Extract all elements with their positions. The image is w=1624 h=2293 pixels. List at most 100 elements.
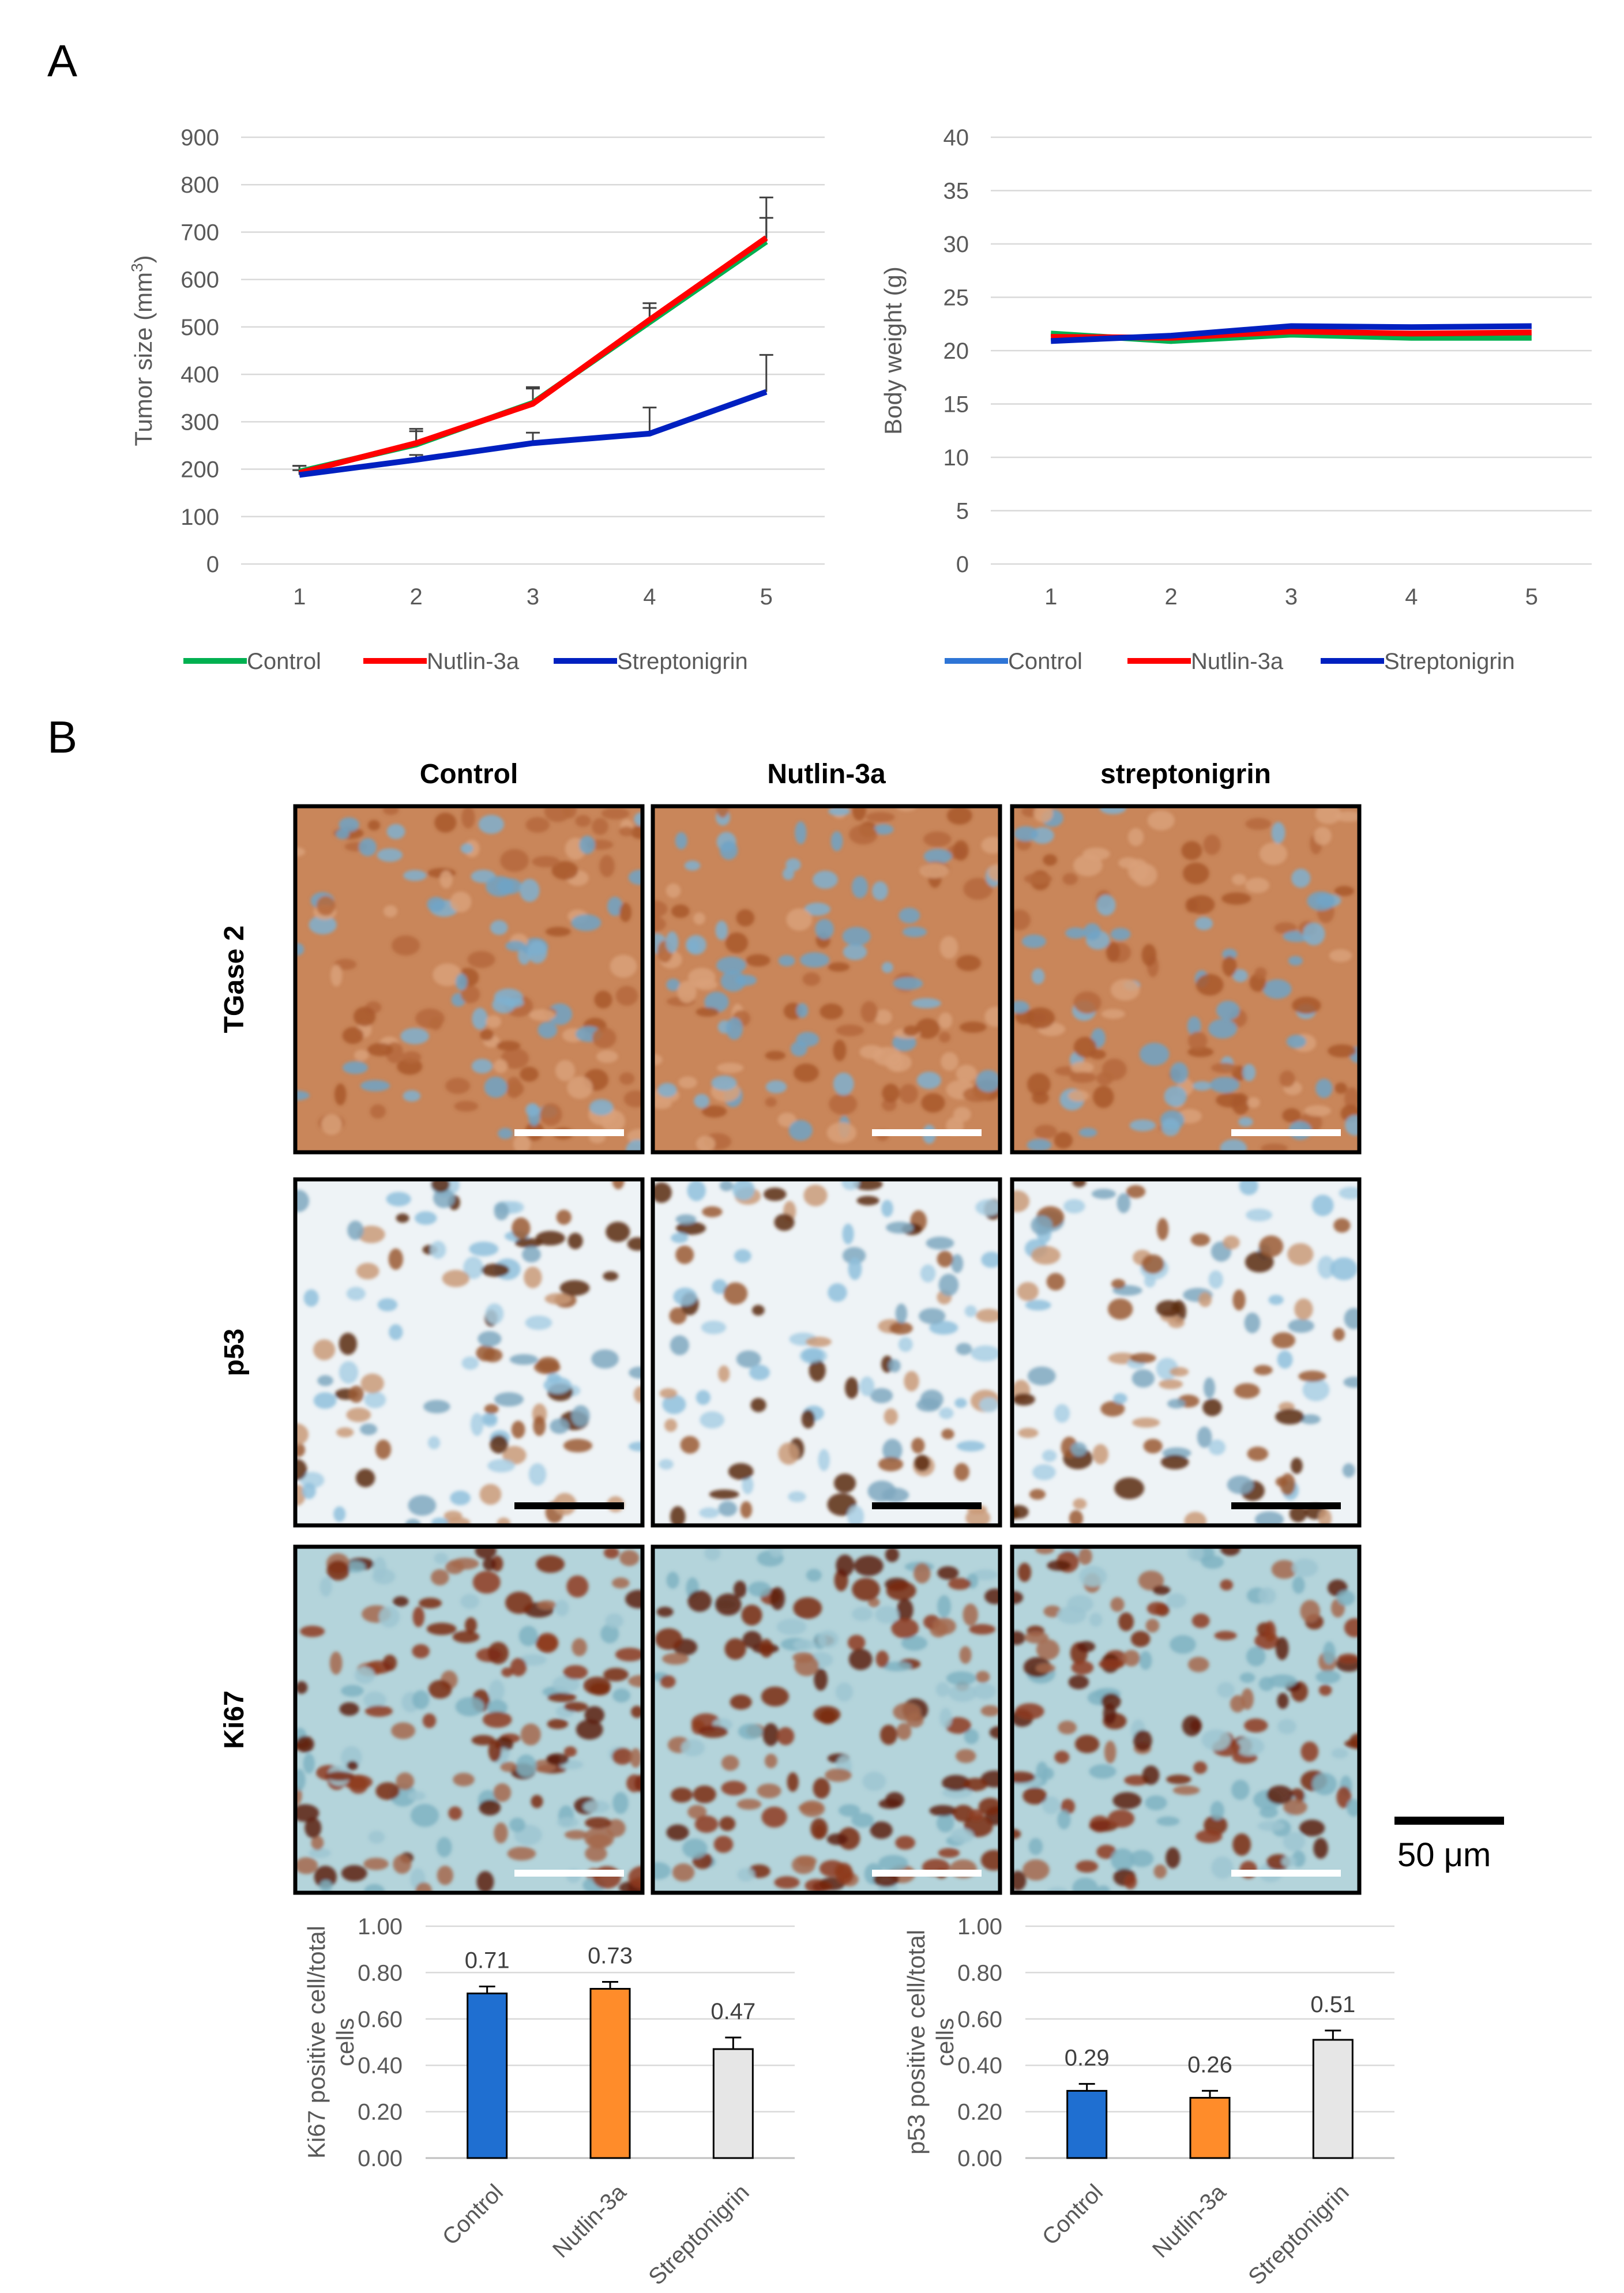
legend-label: Nutlin-3a [427,649,520,674]
y-tick-label: 100 [181,505,219,530]
y-tick-label: 400 [181,362,219,388]
legend-label: Control [1008,649,1082,674]
scale-bar: 50 μm [1394,1817,1504,1874]
micrograph-p53-streptonigrin [1010,1177,1362,1528]
bar-value-label: 0.29 [1065,2045,1110,2070]
y-axis-title-end: ) [130,255,157,263]
y-tick-label: 0.60 [957,2007,1002,2032]
x-tick-label: 4 [1405,584,1418,610]
x-tick-label: 1 [1044,584,1057,610]
micrograph-border [1010,804,1362,1155]
y-tick-label: 1.00 [957,1914,1002,1939]
x-tick-label: 5 [1525,584,1538,610]
bar-value-label: 0.51 [1310,1992,1355,2017]
micrograph-row-header: p53 [219,1329,250,1377]
bar-value-label: 0.73 [588,1943,633,1968]
scale-bar-line [1394,1817,1504,1825]
y-tick-label: 500 [181,315,219,340]
category-label: Streptonigrin [1243,2179,1354,2290]
y-axis-title: p53 positive cell/totalcells [903,1930,958,2155]
legend-label: Streptonigrin [617,649,748,674]
micrograph-row-header: TGase 2 [219,926,250,1033]
y-tick-label: 30 [943,232,969,257]
y-tick-label: 0 [956,552,969,577]
micrograph-scale-bar [872,1870,982,1877]
micrograph-border [1010,1177,1362,1528]
micrograph-tgase2-control [293,804,645,1155]
micrograph-scale-bar [872,1129,982,1136]
y-tick-label: 0.00 [957,2146,1002,2171]
bar-nutlin-3a [1189,2096,1231,2159]
micrograph-ki67-streptonigrin [1010,1544,1362,1895]
micrograph-row-headers: TGase 2 p53 Ki67 [219,926,250,1749]
y-tick-label: 0.40 [957,2053,1002,2078]
scale-bar-label: 50 μm [1397,1836,1491,1874]
y-tick-label: 0.40 [358,2053,403,2078]
y-axis-title-line: cells [332,2018,359,2066]
micrograph-scale-bar [514,1129,624,1136]
category-label: Streptonigrin [644,2179,754,2290]
micrograph-ki67-nutlin-3a [651,1544,1002,1895]
x-tick-label: 2 [409,584,422,610]
micrograph-tgase2-nutlin-3a [651,804,1002,1155]
y-axis-title: Body weight (g) [879,266,907,435]
y-tick-label: 0.00 [358,2146,403,2171]
micrograph-tgase2-streptonigrin [1010,804,1362,1155]
legend-label: Streptonigrin [1384,649,1515,674]
micrograph-scale-bar [1231,1870,1341,1877]
micrograph-border [293,804,645,1155]
y-axis-title-line: p53 positive cell/total [903,1930,930,2155]
panel-label-a: A [47,35,77,86]
micrograph-grid [293,804,1362,1895]
bar-value-label: 0.71 [465,1948,510,1974]
micrograph-scale-bar [1231,1502,1341,1509]
micrograph-row-header: Ki67 [219,1690,250,1749]
y-axis-title: Ki67 positive cell/totalcells [303,1926,359,2159]
micrograph-border [651,1544,1002,1895]
micrograph-scale-bar [514,1502,624,1509]
y-tick-label: 0.80 [957,1960,1002,1986]
micrograph-column-header: streptonigrin [1100,759,1271,790]
y-tick-label: 0 [206,552,219,577]
micrograph-border [651,1177,1002,1528]
y-axis-title-line: Ki67 positive cell/total [303,1926,330,2159]
y-tick-label: 40 [943,125,969,151]
y-axis-title: Tumor size (mm3) [128,255,157,446]
bar-streptonigrin [712,2048,754,2159]
y-tick-label: 0.60 [358,2007,403,2032]
bar-value-label: 0.26 [1187,2052,1232,2077]
micrograph-scale-bar [872,1502,982,1509]
y-tick-label: 1.00 [358,1914,403,1939]
y-tick-label: 35 [943,179,969,204]
y-tick-label: 300 [181,409,219,435]
category-label: Control [438,2179,508,2250]
x-tick-label: 2 [1164,584,1177,610]
micrograph-column-header: Nutlin-3a [767,759,886,790]
y-tick-label: 0.20 [358,2100,403,2125]
micrograph-scale-bar [1231,1129,1341,1136]
ki67-bar-chart: 0.00 0.20 0.40 0.60 0.80 1.00 0.71 Control 0.73 N… [303,1914,795,2290]
p53-bar-chart: 0.00 0.20 0.40 0.60 0.80 1.00 0.29 Control 0.26 N… [903,1914,1394,2290]
micrograph-p53-nutlin-3a [651,1177,1002,1528]
x-tick-label: 4 [643,584,656,610]
y-tick-label: 0.80 [358,1960,403,1986]
micrograph-p53-control [293,1177,645,1528]
micrograph-border [651,804,1002,1155]
legend-label: Nutlin-3a [1191,649,1284,674]
y-axis-title-superscript: 3 [128,263,146,272]
y-tick-label: 10 [943,445,969,471]
micrograph-border [1010,1544,1362,1895]
micrograph-border [293,1177,645,1528]
y-tick-label: 800 [181,172,219,198]
y-tick-label: 0.20 [957,2100,1002,2125]
bar-control [467,1993,508,2159]
x-tick-label: 3 [527,584,539,610]
y-tick-label: 600 [181,268,219,293]
bar-control [1066,2089,1108,2159]
body-weight-chart: 0 5 10 15 20 25 30 35 40 1 2 3 4 5 Body weight (g) Cont… [879,125,1592,674]
x-tick-label: 3 [1285,584,1298,610]
category-label: Control [1037,2179,1108,2250]
y-axis-title-text: Tumor size (mm [130,272,157,446]
tumor-size-chart: 0 100 200 300 400 500 600 700 800 900 1 2 3 4 5 Tumor s… [128,125,825,674]
